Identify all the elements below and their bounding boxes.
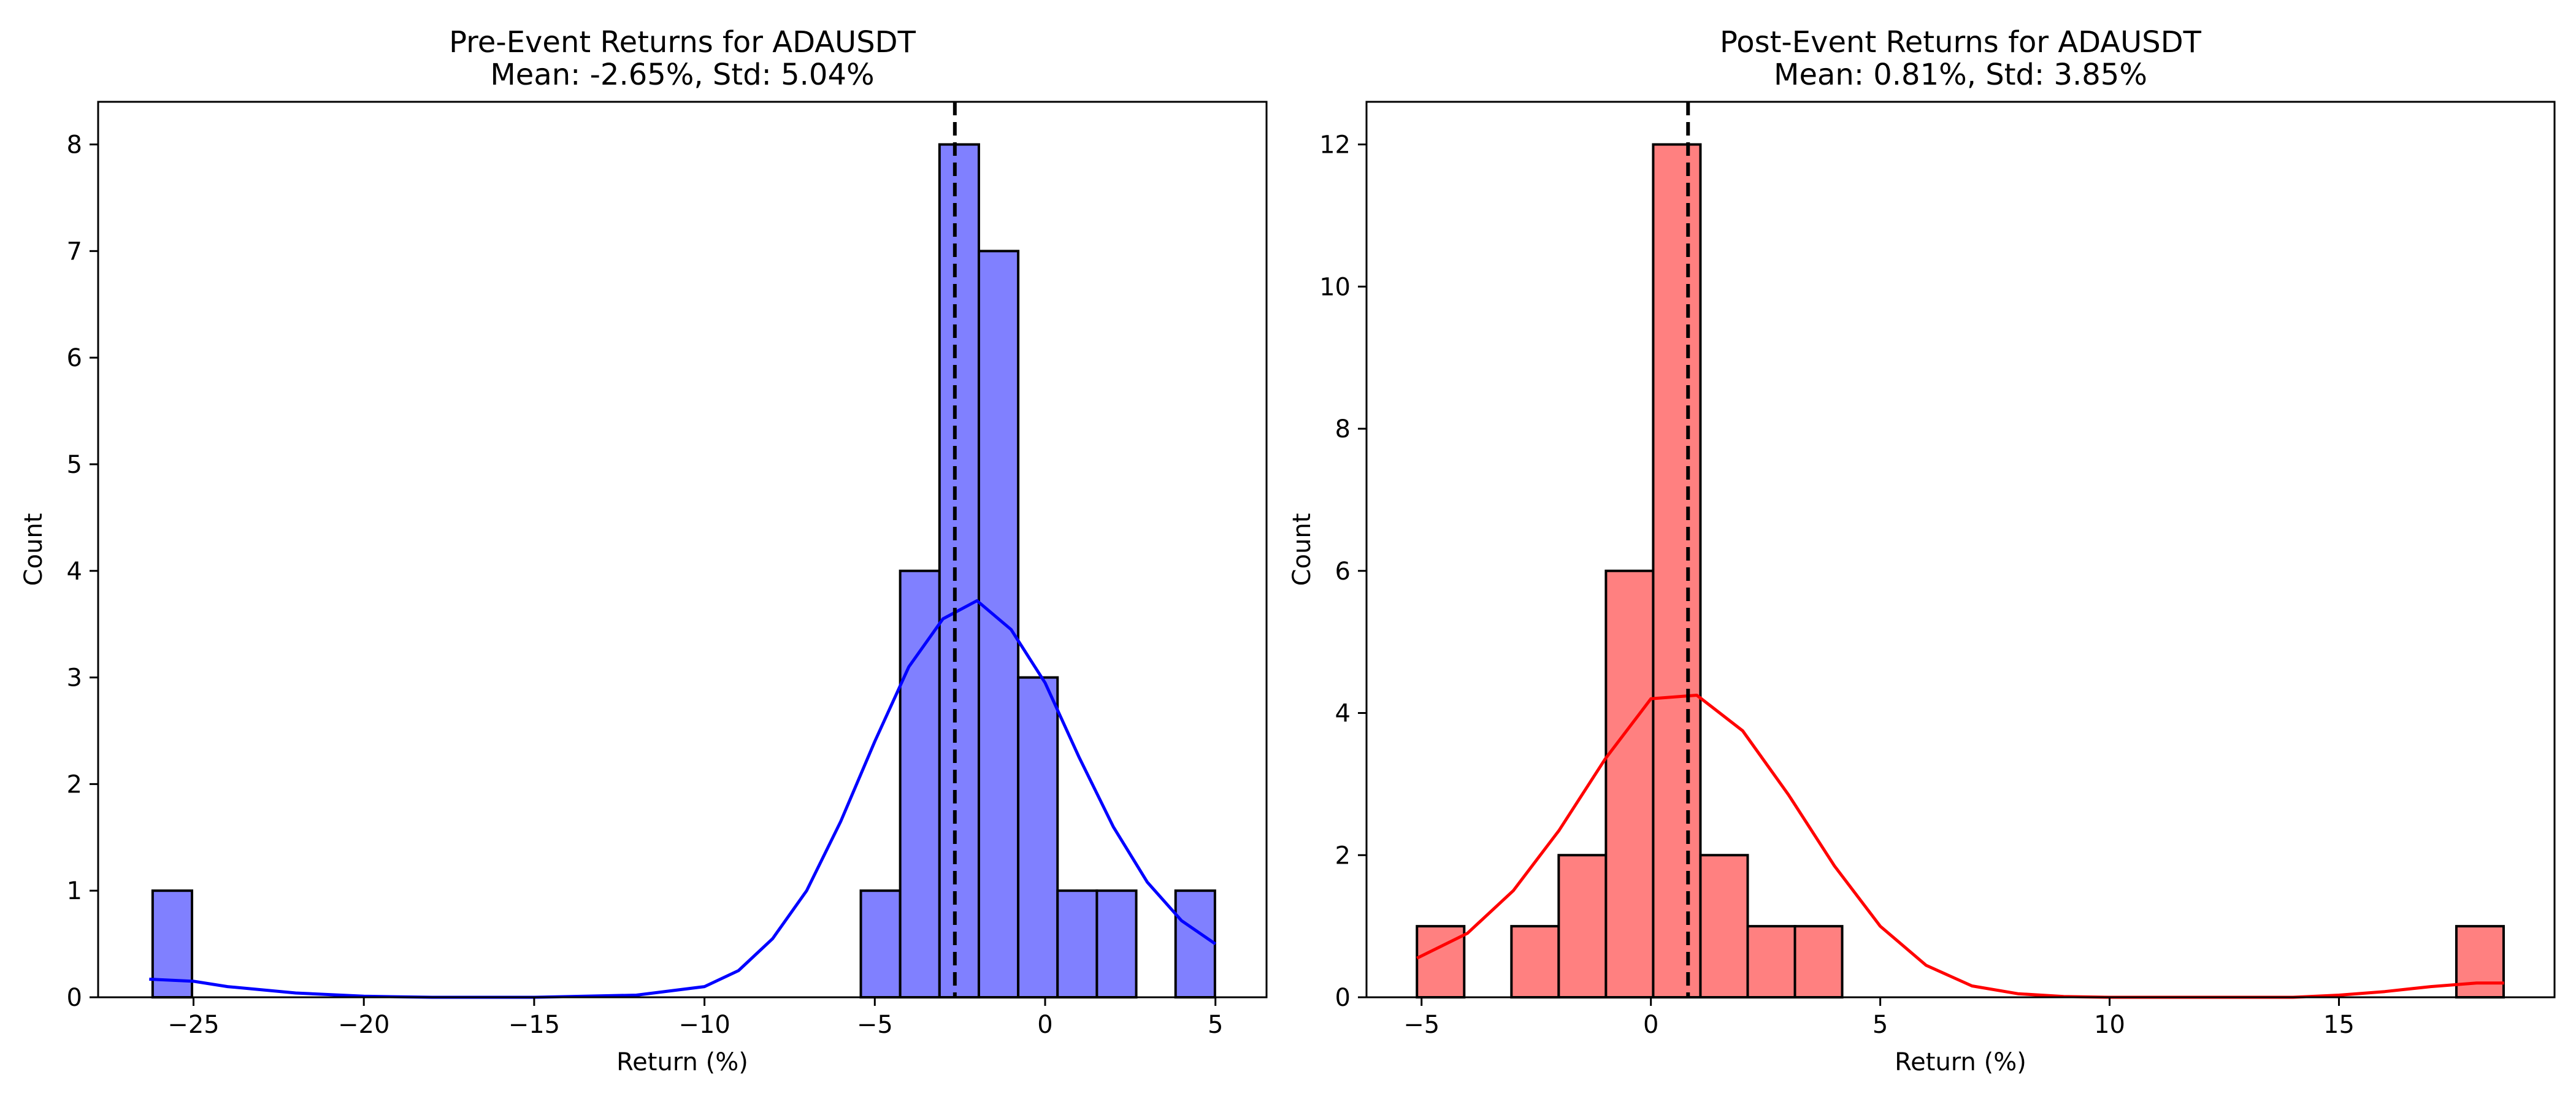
y-tick-label: 2 xyxy=(1335,841,1351,870)
histogram-bar xyxy=(977,250,1020,999)
y-tick-label: 8 xyxy=(67,131,82,159)
y-tick-label: 4 xyxy=(67,558,82,586)
chart-subtitle: Mean: 0.81%, Std: 3.85% xyxy=(1774,58,2147,92)
x-tick-label: −5 xyxy=(857,1011,893,1039)
chart-title: Post-Event Returns for ADAUSDT xyxy=(1720,25,2202,59)
y-tick-label: 0 xyxy=(1335,984,1351,1012)
histogram-bar xyxy=(859,889,902,999)
histogram-bar xyxy=(1746,925,1796,999)
x-axis-label: Return (%) xyxy=(1895,1048,2026,1076)
y-tick-label: 1 xyxy=(67,877,82,905)
x-tick-label: −20 xyxy=(338,1011,389,1039)
histogram-bar xyxy=(938,143,980,999)
chart-title: Pre-Event Returns for ADAUSDT xyxy=(449,25,916,59)
x-tick-label: 5 xyxy=(1208,1011,1223,1039)
plot-frame xyxy=(97,101,1268,999)
histogram-bar xyxy=(1604,569,1655,999)
y-tick-label: 0 xyxy=(67,984,82,1012)
x-tick-label: −25 xyxy=(167,1011,219,1039)
x-tick-label: −5 xyxy=(1403,1011,1439,1039)
histogram-bar xyxy=(1056,889,1098,999)
histogram-bar xyxy=(1017,676,1059,999)
y-tick-label: 6 xyxy=(1335,558,1351,586)
chart-subtitle: Mean: -2.65%, Std: 5.04% xyxy=(490,58,874,92)
x-tick-label: 10 xyxy=(2094,1011,2125,1039)
x-tick-label: 15 xyxy=(2323,1011,2355,1039)
x-axis-label: Return (%) xyxy=(616,1048,748,1076)
histogram-bar xyxy=(2455,925,2505,999)
y-tick-label: 10 xyxy=(1319,273,1351,301)
histogram-bar xyxy=(1174,889,1216,999)
y-tick-label: 3 xyxy=(67,664,82,692)
histogram-bar xyxy=(1699,854,1749,999)
histogram-bar xyxy=(1652,143,1702,999)
histogram-bar xyxy=(1510,925,1560,999)
y-tick-label: 12 xyxy=(1319,131,1351,159)
plot-frame xyxy=(1365,101,2556,999)
y-tick-label: 4 xyxy=(1335,700,1351,728)
kde-curve xyxy=(149,599,1217,999)
y-tick-label: 8 xyxy=(1335,415,1351,443)
y-axis-label: Count xyxy=(20,513,48,586)
x-tick-label: −10 xyxy=(678,1011,730,1039)
x-tick-label: 0 xyxy=(1643,1011,1658,1039)
histogram-bar xyxy=(1557,854,1608,999)
histogram-bar xyxy=(899,569,941,999)
y-axis-label: Count xyxy=(1288,513,1316,586)
histogram-bar xyxy=(1793,925,1844,999)
y-tick-label: 2 xyxy=(67,770,82,799)
x-tick-label: 0 xyxy=(1037,1011,1052,1039)
y-tick-label: 5 xyxy=(67,451,82,479)
histogram-bar xyxy=(1095,889,1138,999)
y-tick-label: 6 xyxy=(67,344,82,372)
kde-curve xyxy=(1416,694,2504,999)
x-tick-label: −15 xyxy=(508,1011,560,1039)
x-tick-label: 5 xyxy=(1873,1011,1888,1039)
y-tick-label: 7 xyxy=(67,237,82,266)
